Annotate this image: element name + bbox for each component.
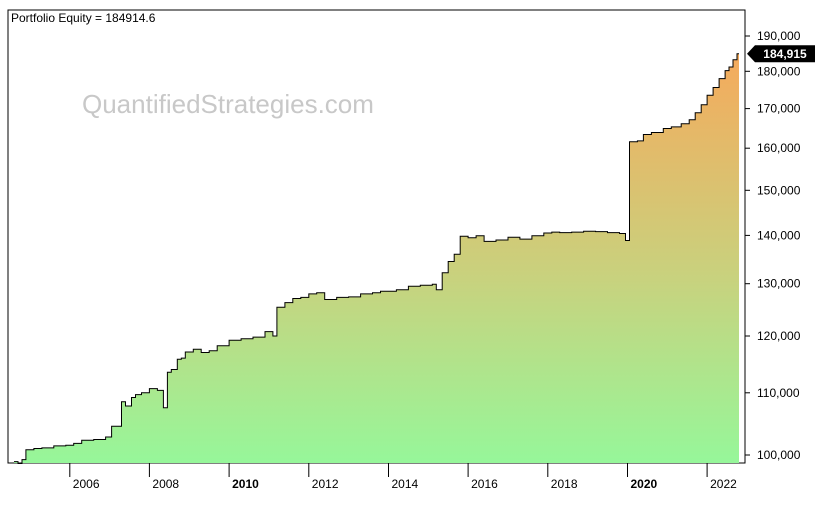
y-tick-label: 160,000 (757, 141, 801, 155)
last-value-badge-shape (747, 45, 815, 63)
y-tick-label: 140,000 (757, 228, 801, 242)
x-tick-label: 2008 (152, 477, 179, 491)
y-tick-label: 110,000 (757, 386, 800, 400)
y-tick-label: 150,000 (757, 183, 801, 197)
x-axis: 2006 2008 2010 2012 2014 2016 2018 2020 2022 (69, 463, 737, 491)
x-tick-label: 2016 (471, 477, 498, 491)
x-tick-label: 2020 (631, 477, 658, 491)
equity-line (14, 53, 739, 464)
x-tick-label: 2006 (73, 477, 100, 491)
last-value-label: 184,915 (763, 47, 807, 61)
watermark: QuantifiedStrategies.com (82, 89, 374, 119)
y-tick-label: 190,000 (757, 29, 801, 43)
y-tick-label: 180,000 (757, 64, 801, 78)
y-tick-label: 120,000 (757, 329, 801, 343)
y-tick-label: 130,000 (757, 277, 801, 291)
portfolio-equity-label: Portfolio Equity = 184914.6 (11, 11, 156, 25)
equity-area-fill (14, 53, 739, 464)
x-tick-label: 2010 (232, 477, 259, 491)
equity-area-layer (14, 53, 739, 464)
x-tick-label: 2012 (312, 477, 339, 491)
last-value-badge: 184,915 (747, 45, 815, 63)
y-tick-label: 170,000 (757, 102, 801, 116)
x-tick-label: 2014 (392, 477, 419, 491)
y-tick-label: 100,000 (757, 448, 801, 462)
y-axis: 100,000 110,000 120,000 130,000 140,000 150,0… (745, 29, 801, 462)
x-tick-label: 2022 (710, 477, 737, 491)
x-tick-label: 2018 (551, 477, 578, 491)
equity-line-layer (14, 53, 739, 464)
